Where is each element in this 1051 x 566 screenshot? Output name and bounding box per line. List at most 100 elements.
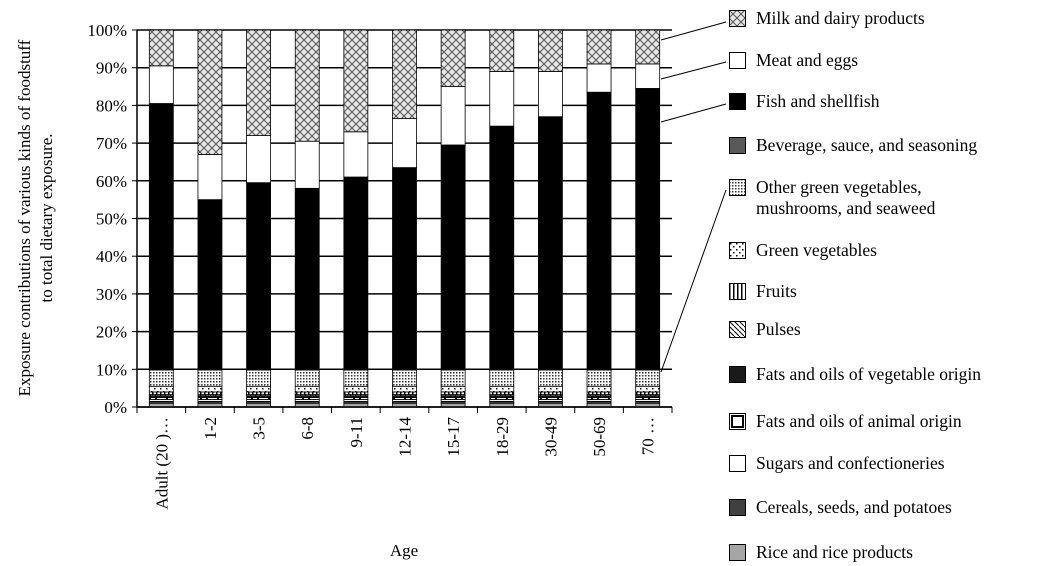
legend-swatch (729, 499, 746, 516)
x-tick-label: 30-49 (541, 417, 560, 457)
leader-line (660, 21, 727, 41)
legend-swatch (729, 283, 746, 300)
y-axis-title: to total dietary exposure. (37, 133, 56, 302)
bar-segment (586, 29, 612, 65)
bar-segment (489, 385, 515, 393)
x-tick-label: 3-5 (250, 417, 269, 440)
bar-segment (392, 29, 417, 119)
bar-segment (635, 369, 661, 387)
bar-segment (148, 369, 174, 387)
bar-segment (635, 385, 661, 393)
bar-segment (392, 118, 417, 169)
legend-swatch-rect (729, 455, 746, 472)
legend-swatch-rect (729, 283, 746, 300)
bar-segment (586, 369, 612, 387)
bar-segment (586, 385, 612, 393)
legend-label: Fats and oils of vegetable origin (756, 364, 982, 384)
y-tick-label: 100% (87, 21, 127, 40)
legend-swatch (729, 366, 746, 383)
legend-swatch-rect (729, 544, 746, 561)
legend-swatch (729, 455, 746, 472)
x-tick-label: 50-69 (590, 417, 609, 457)
bar-segment (635, 29, 661, 65)
bar-segment (538, 29, 563, 72)
legend-swatch-rect (729, 52, 746, 69)
bar-segment (392, 385, 417, 393)
bar-segment (489, 29, 515, 72)
legend-item: Meat and eggs (729, 50, 1051, 71)
legend-swatch (729, 93, 746, 110)
bar-segment (538, 369, 563, 387)
bar-segment (294, 187, 320, 370)
leader-line (660, 61, 727, 80)
legend-swatch-rect (729, 242, 746, 259)
legend-item: Cereals, seeds, and potatoes (729, 497, 1051, 518)
bar-segment (294, 385, 320, 393)
legend-swatch-rect (729, 93, 746, 110)
bar-segment (392, 369, 417, 387)
y-tick-label: 50% (96, 210, 127, 229)
legend-swatch (729, 10, 746, 27)
y-tick-label: 0% (104, 398, 127, 417)
y-tick-label: 10% (96, 360, 127, 379)
bar-segment (197, 369, 223, 387)
legend-item: Fats and oils of vegetable origin (729, 364, 1051, 385)
legend-swatch (729, 413, 746, 430)
bar-segment (343, 29, 369, 133)
bar-segment (197, 199, 223, 370)
bar-segment (343, 176, 369, 370)
legend-swatch (729, 179, 746, 196)
bar-segment (148, 65, 174, 104)
y-tick-label: 20% (96, 323, 127, 342)
legend-label: Fish and shellfish (756, 91, 880, 111)
x-tick-label: 70 … (639, 417, 658, 455)
x-tick-label: 15-17 (444, 417, 463, 457)
bar-segment (489, 125, 515, 370)
y-tick-label: 90% (96, 59, 127, 78)
legend-swatch (729, 321, 746, 338)
y-tick-label: 80% (96, 96, 127, 115)
bar-segment (246, 182, 271, 370)
bar-segment (440, 86, 466, 146)
legend-label: Other green vegetables, mushrooms, and s… (756, 177, 936, 218)
bar-segment (586, 63, 612, 93)
legend-item: Other green vegetables, mushrooms, and s… (729, 177, 1006, 219)
bar-segment (489, 369, 515, 387)
y-tick-label: 40% (96, 247, 127, 266)
bar-segment (440, 144, 466, 370)
legend-swatch-rect (729, 366, 746, 383)
legend-label: Meat and eggs (756, 50, 859, 70)
bar-segment (197, 154, 223, 201)
bar-segment (392, 167, 417, 370)
bar-segment (246, 29, 271, 136)
bar-segment (635, 63, 661, 89)
legend-item: Green vegetables (729, 240, 1051, 261)
bar-segment (343, 131, 369, 178)
legend-item: Milk and dairy products (729, 8, 1051, 29)
bar-segment (197, 29, 223, 155)
y-tick-label: 70% (96, 134, 127, 153)
legend-swatch-rect (729, 413, 746, 430)
bar-segment (246, 385, 271, 393)
bar-segment (538, 71, 563, 118)
legend-label: Rice and rice products (756, 542, 913, 562)
bar-segment (635, 88, 661, 370)
bar-segment (343, 369, 369, 387)
bar-segment (489, 71, 515, 127)
x-tick-label: 6-8 (298, 417, 317, 440)
bar-segment (538, 385, 563, 393)
legend-label: Fats and oils of animal origin (756, 411, 962, 431)
x-tick-label: 1-2 (201, 417, 220, 440)
bar-segment (294, 29, 320, 142)
legend-swatch-rect (729, 137, 746, 154)
legend-swatch (729, 242, 746, 259)
x-tick-label: 12-14 (396, 417, 415, 457)
bar-segment (440, 29, 466, 87)
bar-segment (440, 385, 466, 393)
legend-swatch-rect (729, 10, 746, 27)
x-tick-label: 9-11 (347, 417, 366, 448)
x-tick-label: 18-29 (493, 417, 512, 457)
legend-swatch (729, 544, 746, 561)
legend-swatch-rect (729, 321, 746, 338)
